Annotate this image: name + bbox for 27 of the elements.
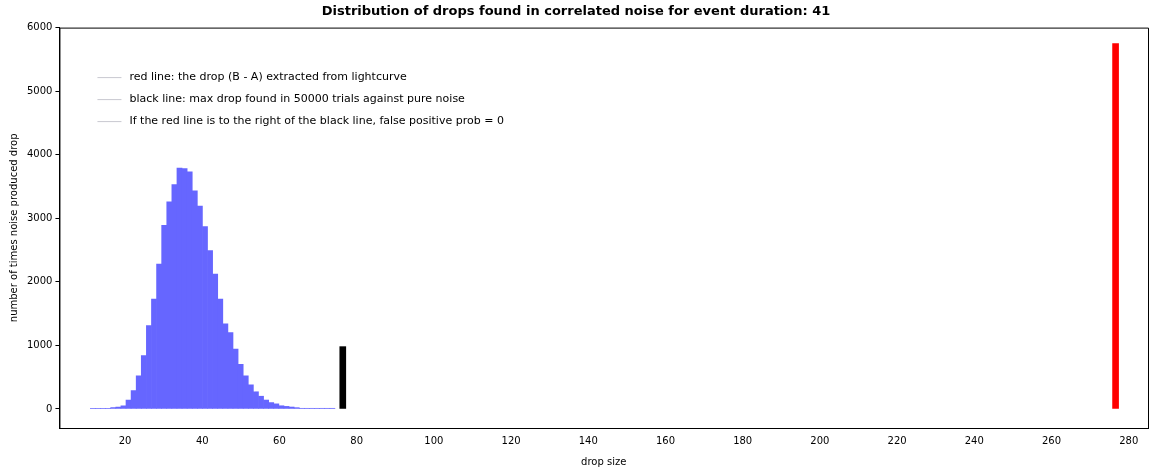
x-tick-label: 240: [964, 434, 984, 446]
x-tick-label: 200: [810, 434, 830, 446]
x-tick-label: 80: [350, 434, 364, 446]
x-tick-label: 280: [1119, 434, 1139, 446]
x-tick-label: 40: [195, 434, 209, 446]
annotation: If the red line is to the right of the black line, false positive prob = 0: [129, 114, 504, 128]
x-tick-label: 100: [424, 434, 444, 446]
y-tick-label: 5000: [27, 84, 53, 96]
y-tick-label: 1000: [27, 338, 53, 350]
y-tick-label: 0: [46, 402, 53, 414]
x-tick-label: 220: [887, 434, 907, 446]
annotation: red line: the drop (B - A) extracted from lightcurve: [129, 70, 407, 84]
y-tick-label: 3000: [27, 211, 53, 223]
y-axis-title: number of times noise produced drop: [7, 133, 19, 323]
x-tick-label: 180: [733, 434, 753, 446]
x-tick-label: 20: [118, 434, 132, 446]
y-tick-label: 4000: [27, 148, 53, 160]
y-tick-label: 6000: [27, 21, 53, 33]
x-tick-label: 120: [501, 434, 521, 446]
x-axis-title: drop size: [581, 455, 627, 467]
x-tick-label: 140: [578, 434, 598, 446]
chart-title: Distribution of drops found in correlated noise for event duration: 41: [321, 3, 831, 19]
annotation: black line: max drop found in 50000 trials against pure noise: [129, 92, 466, 106]
x-tick-label: 160: [655, 434, 676, 446]
x-tick-label: 260: [1041, 434, 1062, 446]
x-tick-label: 60: [273, 434, 286, 446]
y-tick-label: 2000: [27, 275, 53, 287]
